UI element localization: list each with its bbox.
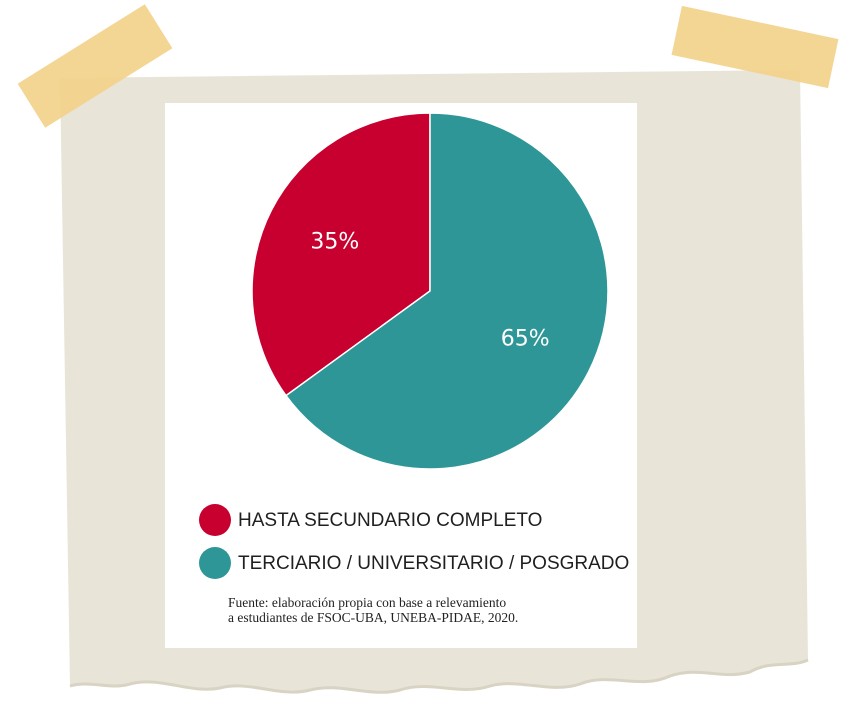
source-note: Fuente: elaboración propia con base a re… xyxy=(228,595,506,610)
legend-swatch xyxy=(199,504,231,536)
value-label: 35% xyxy=(310,230,359,255)
value-label: 65% xyxy=(501,326,550,351)
tape xyxy=(17,4,173,128)
legend-label: TERCIARIO / UNIVERSITARIO / POSGRADO xyxy=(238,553,629,574)
paper-edge xyxy=(69,658,809,694)
pie-slice xyxy=(284,112,609,470)
pie-slice xyxy=(251,112,431,397)
legend-label: HASTA SECUNDARIO COMPLETO xyxy=(238,510,542,531)
legend-swatch xyxy=(199,547,231,579)
tape xyxy=(671,5,839,89)
source-note: a estudiantes de FSOC-UBA, UNEBA-PIDAE, … xyxy=(228,610,518,625)
